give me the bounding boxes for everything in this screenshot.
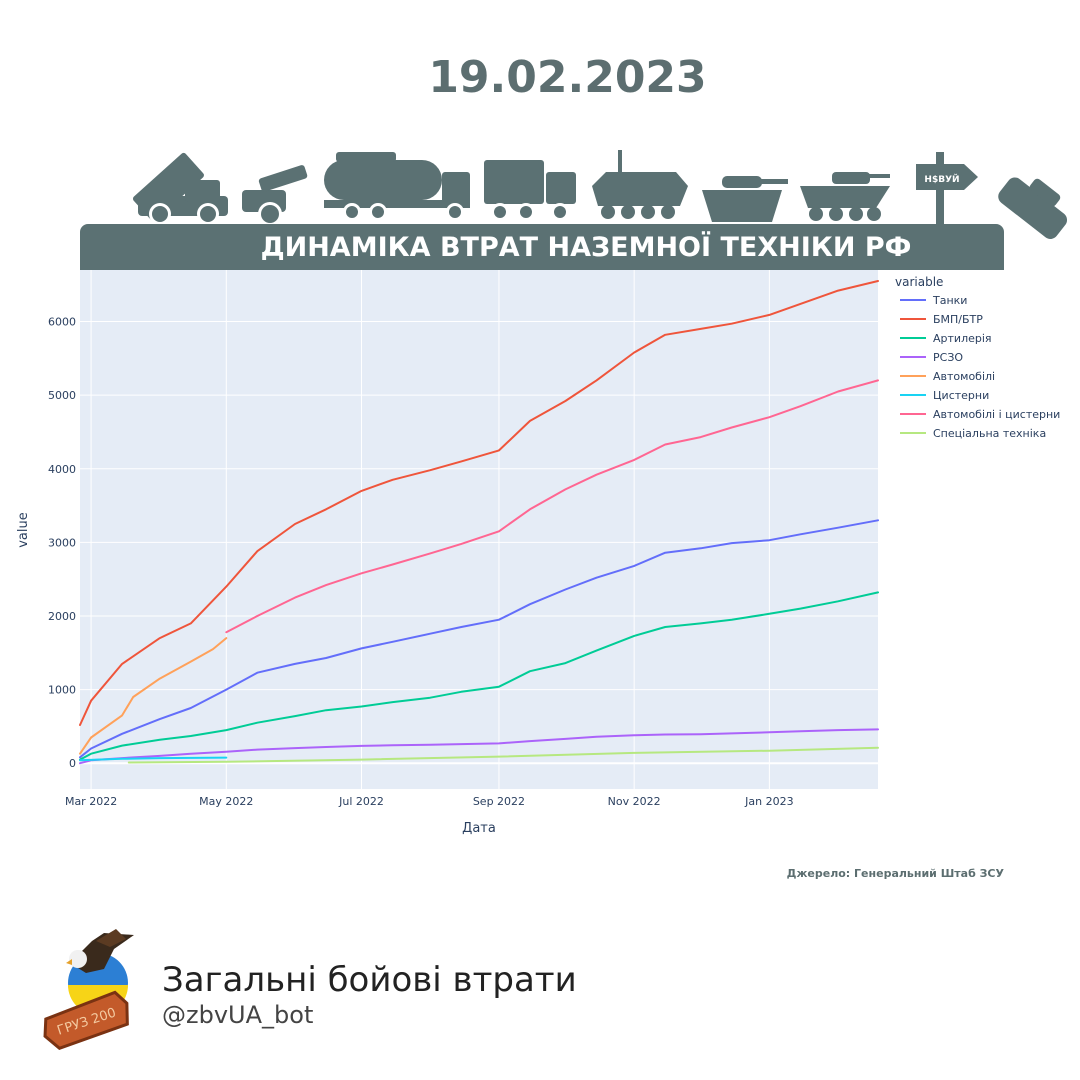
losses-line-chart: Mar 2022 May 2022 Jul 2022 Sep 2022 Nov 2022… (16, 270, 1060, 836)
y-tick-label: 5000 (48, 389, 76, 402)
series-line (79, 756, 228, 762)
x-tick-label: Mar 2022 (65, 795, 117, 808)
series-line (79, 591, 879, 761)
coffin-icon (43, 990, 129, 1050)
source-note: Джерело: Генеральний Штаб ЗСУ (786, 867, 1004, 880)
legend-item-label: Автомобілі (933, 370, 995, 383)
y-tick-label: 0 (69, 757, 76, 770)
x-tick-label: Jan 2023 (744, 795, 793, 808)
legend-item-label: БМП/БТР (933, 313, 983, 326)
x-tick-labels: Mar 2022 May 2022 Jul 2022 Sep 2022 Nov 2022… (65, 795, 794, 808)
series-line (79, 519, 879, 759)
series-lines (79, 280, 879, 765)
rocket-launcher-truck-icon (132, 152, 228, 225)
x-tick-label: Jul 2022 (338, 795, 384, 808)
series-line (79, 637, 228, 755)
legend-item-label: Цистерни (933, 389, 989, 402)
eagle-coffin-logo: ГРУЗ 200 (43, 929, 134, 1050)
y-tick-label: 3000 (48, 536, 76, 549)
plot-area (80, 270, 878, 789)
equipment-icons-row: Н$ВУЙ (132, 150, 1068, 240)
y-tick-label: 1000 (48, 684, 76, 697)
legend-item-label: РСЗО (933, 351, 963, 364)
apc-icon (592, 150, 688, 219)
wrecked-tank-icon (998, 177, 1068, 240)
legend-item-label: Автомобілі і цистерни (933, 408, 1060, 421)
tank-icon (702, 176, 788, 222)
series-line (79, 280, 879, 726)
road-sign-icon: Н$ВУЙ (916, 152, 978, 224)
legend-title: variable (895, 275, 943, 289)
legend-item-label: Спеціальна техніка (933, 427, 1046, 440)
legend: variable Танки БМП/БТР Артилерія РСЗО Автомо… (895, 275, 1060, 440)
series-line (127, 746, 879, 764)
road-sign-text: Н$ВУЙ (924, 173, 959, 185)
series-line (225, 379, 879, 634)
legend-item-label: Танки (932, 294, 967, 307)
x-tick-label: May 2022 (199, 795, 253, 808)
brand-block: ГРУЗ 200 Загальні бойові втрати @zbvUA_b… (30, 925, 630, 1065)
legend-item-label: Артилерія (933, 332, 992, 345)
y-tick-label: 6000 (48, 316, 76, 329)
series-line (79, 728, 879, 765)
y-axis-title: value (16, 512, 31, 548)
brand-name: Загальні бойові втрати (162, 960, 577, 1000)
howitzer-icon (242, 165, 308, 226)
date-title: 19.02.2023 (428, 52, 707, 103)
fuel-tanker-truck-icon (324, 152, 470, 221)
y-tick-label: 4000 (48, 463, 76, 476)
mlrs-truck-icon (484, 160, 576, 221)
brand-handle: @zbvUA_bot (162, 1001, 314, 1029)
y-tick-label: 2000 (48, 610, 76, 623)
x-tick-label: Sep 2022 (473, 795, 525, 808)
grid-lines (80, 270, 878, 789)
x-axis-title: Дата (462, 821, 496, 836)
x-tick-label: Nov 2022 (608, 795, 661, 808)
chart-banner-title: ДИНАМІКА ВТРАТ НАЗЕМНОЇ ТЕХНІКИ РФ (80, 224, 1004, 270)
ifv-icon (800, 172, 890, 221)
y-tick-labels: 0 1000 2000 3000 4000 5000 6000 (48, 316, 76, 771)
